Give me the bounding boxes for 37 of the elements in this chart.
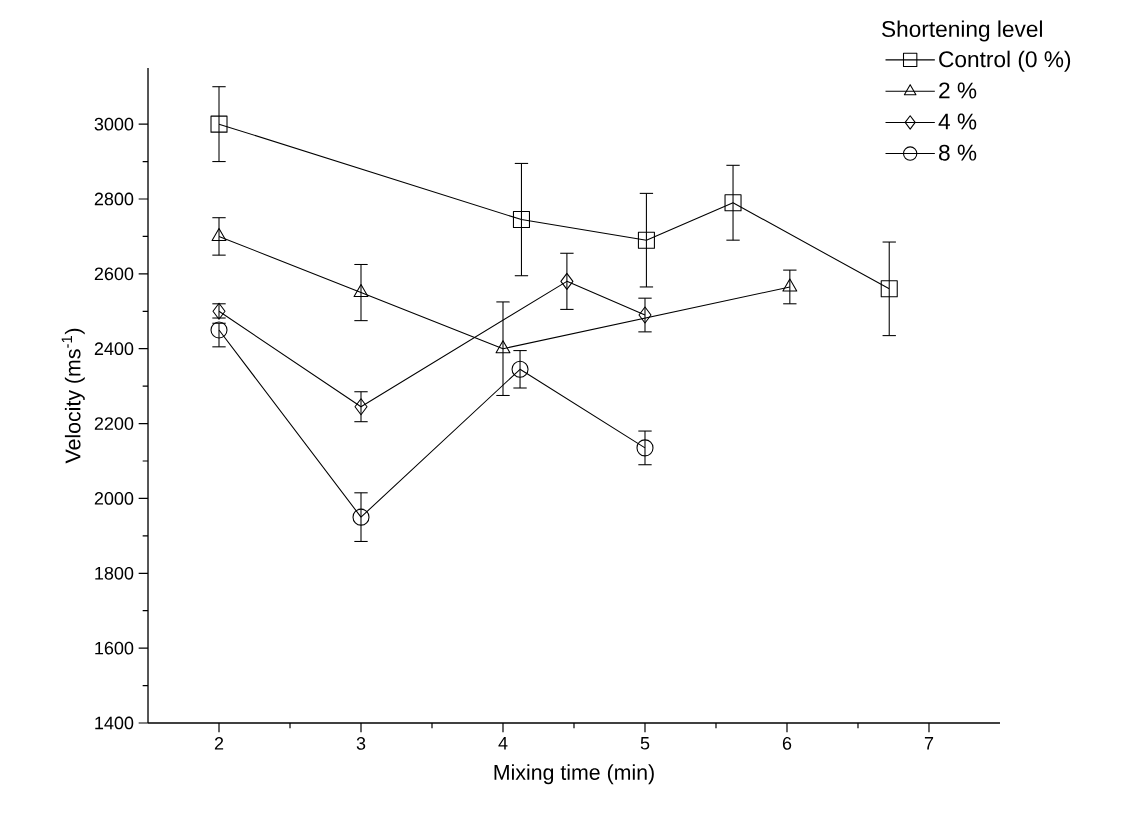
point xyxy=(210,115,228,133)
legend-title: Shortening level xyxy=(882,20,1042,42)
point xyxy=(724,194,742,212)
y-tick-label: 2400 xyxy=(94,342,134,356)
point xyxy=(512,211,530,229)
x-tick-label: 2 xyxy=(214,737,224,750)
legend-label: 8 % xyxy=(939,144,977,161)
point xyxy=(511,360,529,378)
y-tick-label: 2000 xyxy=(94,492,134,505)
y-tick-label: 2200 xyxy=(94,417,134,430)
y-tick-label: 2800 xyxy=(94,192,134,206)
point xyxy=(354,398,368,416)
y-tick-label: 1800 xyxy=(95,566,134,580)
point xyxy=(560,272,574,290)
legend-label: 4 % xyxy=(938,113,977,130)
point xyxy=(353,284,369,298)
point xyxy=(636,439,654,457)
legend-label: Control (0 %) xyxy=(939,50,1071,72)
point xyxy=(782,278,798,292)
x-tick-label: 3 xyxy=(356,737,366,750)
point xyxy=(880,280,898,298)
x-axis-title: Mixing time (min) xyxy=(494,764,654,785)
y-tick-label: 2600 xyxy=(94,267,134,281)
y-tick-label: 3000 xyxy=(94,117,134,131)
y-axis-title: Velocity (ms$^{-1}$) xyxy=(61,328,85,464)
point xyxy=(352,508,370,526)
point xyxy=(210,321,228,339)
x-tick-label: 4 xyxy=(498,737,508,750)
y-tick-label: 1400 xyxy=(95,716,134,730)
x-tick-label: 5 xyxy=(640,737,650,750)
x-tick-label: 6 xyxy=(782,737,792,750)
point xyxy=(637,231,655,249)
x-tick-label: 7 xyxy=(924,737,934,750)
point xyxy=(638,306,652,324)
y-tick-label: 1600 xyxy=(95,641,134,655)
point xyxy=(495,340,511,354)
legend-label: 2 % xyxy=(939,82,977,99)
